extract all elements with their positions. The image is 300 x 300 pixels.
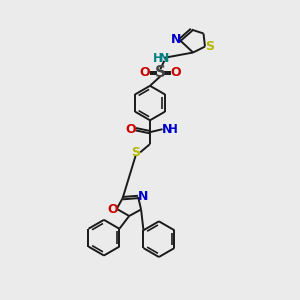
Text: S: S <box>155 65 166 80</box>
Text: O: O <box>171 66 182 79</box>
Text: O: O <box>139 66 150 79</box>
Text: O: O <box>125 123 136 136</box>
Text: N: N <box>137 190 148 203</box>
Text: N: N <box>159 52 169 65</box>
Text: S: S <box>205 40 214 53</box>
Text: N: N <box>162 123 172 136</box>
Text: S: S <box>130 146 140 159</box>
Text: H: H <box>152 52 162 65</box>
Text: O: O <box>107 203 118 216</box>
Text: N: N <box>171 33 181 46</box>
Text: H: H <box>168 123 178 136</box>
